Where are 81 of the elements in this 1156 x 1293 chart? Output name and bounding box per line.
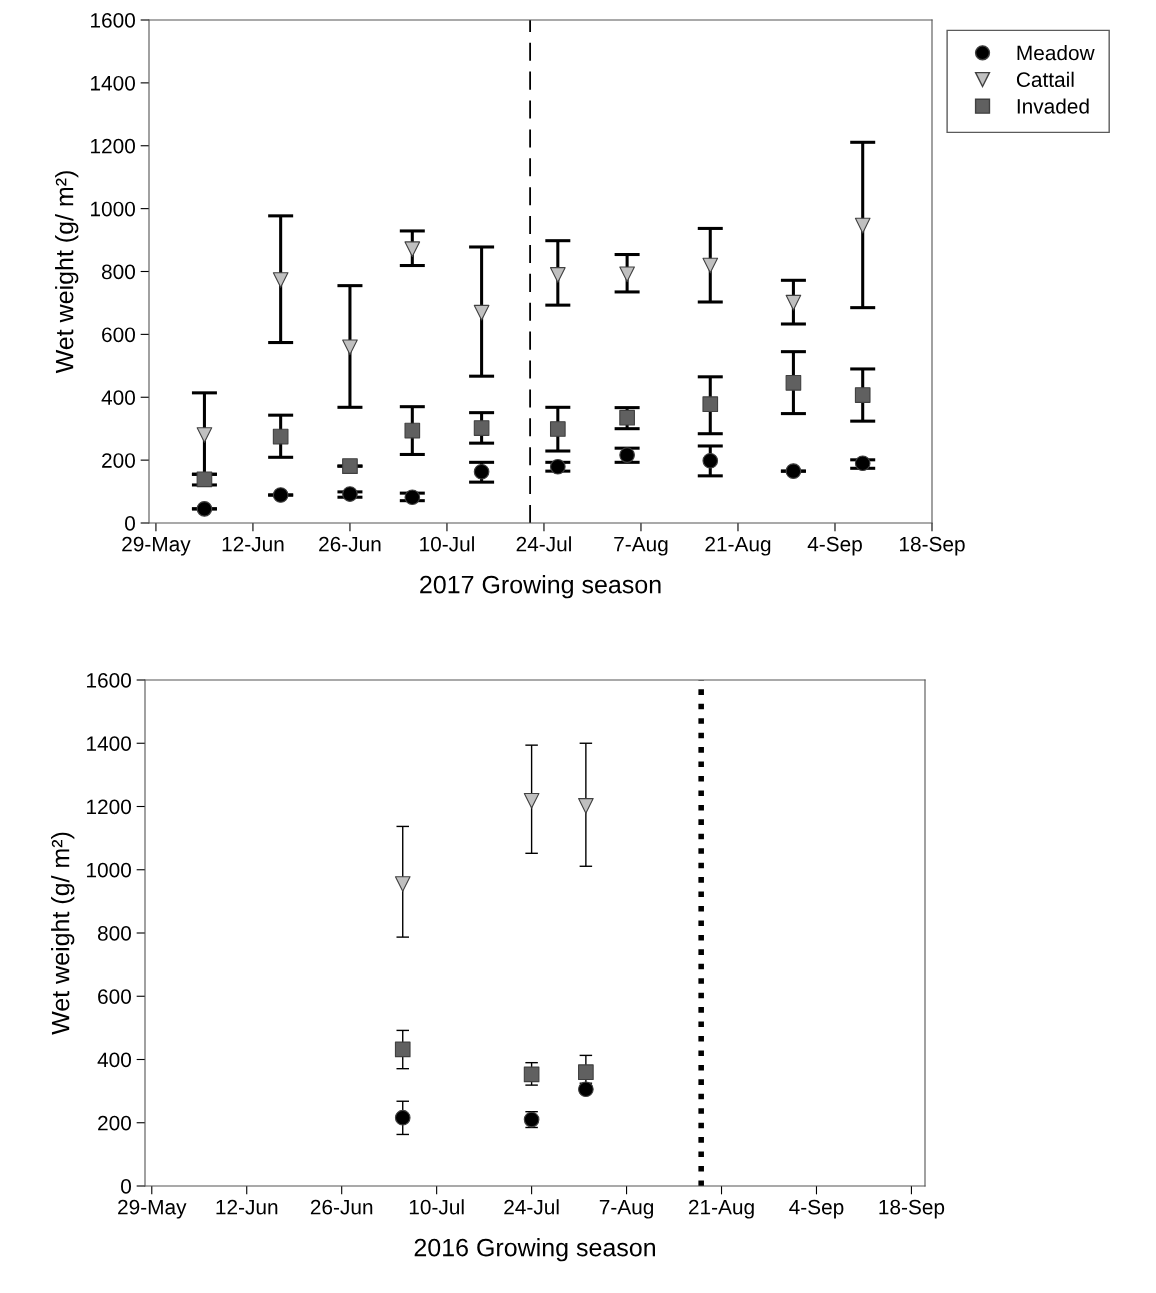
point <box>619 447 635 463</box>
y-tick-label: 1000 <box>91 201 135 217</box>
point <box>702 257 719 274</box>
point <box>785 463 802 479</box>
x-tick-label: 7-Aug <box>614 536 668 556</box>
y-tick-label: 400 <box>97 1052 131 1068</box>
y-tick-label: 200 <box>102 453 135 468</box>
y-tick-label: 600 <box>98 989 131 1004</box>
point <box>342 458 358 474</box>
x-tick-label: 21-Aug <box>688 1199 754 1219</box>
point <box>854 217 871 234</box>
point <box>578 1081 594 1098</box>
point <box>342 339 358 356</box>
y-tick-label: 200 <box>98 1115 131 1131</box>
point <box>578 1064 594 1080</box>
point <box>785 294 802 311</box>
y-tick-label: 0 <box>121 1179 131 1194</box>
point <box>394 876 411 892</box>
point <box>473 463 490 480</box>
point <box>196 471 213 488</box>
point <box>578 798 594 814</box>
x-tick-label: 4-Sep <box>789 1199 844 1219</box>
point <box>619 266 635 283</box>
y-tick-label: 1200 <box>91 138 135 154</box>
point <box>473 304 490 321</box>
x-tick-label: 24-Jul <box>516 536 571 552</box>
x-axis-title: 2017 Growing season <box>420 575 661 599</box>
x-tick-label: 21-Aug <box>705 536 771 556</box>
legend-label: Invaded <box>1017 98 1089 114</box>
y-tick-label: 0 <box>125 516 135 531</box>
x-tick-label: 7-Aug <box>599 1199 654 1219</box>
point <box>196 427 213 443</box>
point <box>523 1066 540 1083</box>
y-tick-label: 1600 <box>91 13 135 28</box>
legend-label: Meadow <box>1017 45 1095 61</box>
point <box>549 458 566 475</box>
point <box>854 455 871 472</box>
y-tick-label: 1400 <box>87 736 131 751</box>
point <box>196 501 213 517</box>
point <box>404 489 421 506</box>
y-tick-label: 800 <box>101 264 135 280</box>
point <box>702 452 719 469</box>
point <box>404 422 421 439</box>
x-tick-label: 26-Jun <box>319 536 381 552</box>
y-tick-label: 1000 <box>87 862 131 878</box>
point <box>404 241 421 258</box>
x-tick-label: 29-May <box>122 536 191 556</box>
x-tick-label: 12-Jun <box>222 536 284 552</box>
x-tick-label: 10-Jul <box>420 536 474 552</box>
x-tick-label: 10-Jul <box>409 1199 464 1215</box>
x-tick-label: 24-Jul <box>504 1199 559 1215</box>
y-tick-label: 1600 <box>87 673 131 688</box>
point <box>785 374 802 391</box>
x-tick-label: 26-Jun <box>310 1199 373 1215</box>
point <box>854 387 871 403</box>
y-tick-label: 400 <box>101 390 135 405</box>
point <box>394 1041 411 1058</box>
point <box>342 486 358 502</box>
y-tick-label: 1200 <box>87 799 131 815</box>
point <box>619 409 635 426</box>
point <box>272 272 289 288</box>
x-tick-label: 12-Jun <box>216 1199 278 1215</box>
point <box>272 428 289 445</box>
point <box>702 396 719 413</box>
x-tick-label: 18-Sep <box>900 536 965 556</box>
point <box>549 421 566 437</box>
point <box>473 420 490 436</box>
point <box>272 487 289 503</box>
y-tick-label: 600 <box>102 327 135 343</box>
point <box>523 792 540 809</box>
x-axis-title: 2016 Growing season <box>414 1238 655 1262</box>
y-tick-label: 1400 <box>91 75 135 91</box>
x-tick-label: 4-Sep <box>807 536 862 556</box>
point <box>394 1109 411 1126</box>
x-tick-label: 29-May <box>118 1199 187 1219</box>
x-tick-label: 18-Sep <box>879 1199 945 1219</box>
y-axis-title: Wet weight (g/ m²) <box>51 832 75 1035</box>
y-axis-title: Wet weight (g/ m²) <box>55 171 79 374</box>
y-tick-label: 800 <box>97 926 131 941</box>
legend-label: Cattail <box>1016 71 1074 88</box>
point <box>549 267 566 283</box>
